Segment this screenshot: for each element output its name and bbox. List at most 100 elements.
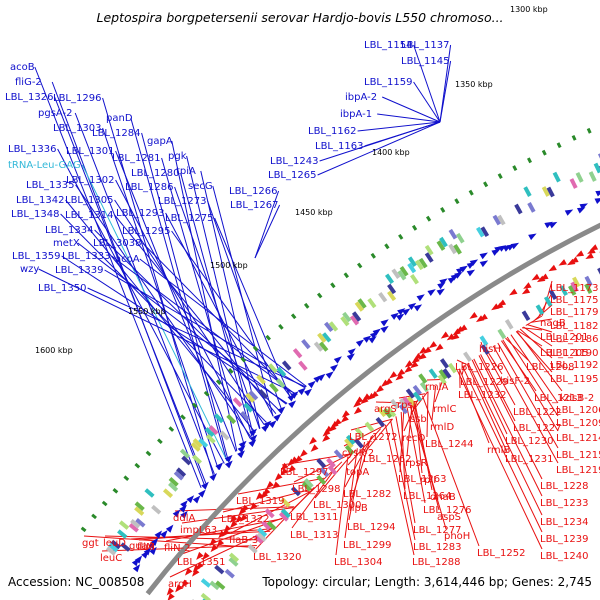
feature-block (327, 465, 338, 476)
leader-line (434, 380, 443, 403)
leader-line (406, 407, 426, 504)
gene-label: LBL_1214 (556, 433, 600, 444)
leader-line (502, 339, 559, 432)
forward-strand-gene (594, 197, 600, 205)
gc-marker (316, 292, 323, 299)
accession-label: Accession: NC_008508 (8, 575, 144, 589)
feature-block (303, 478, 314, 489)
gene-label: LBL_1162 (308, 126, 356, 137)
gene-label: acoA (115, 254, 140, 265)
feature-block (419, 381, 429, 393)
gc-marker (411, 224, 418, 231)
gc-marker (290, 313, 297, 320)
feature-block (439, 236, 448, 248)
leader-line (357, 121, 441, 132)
gene-label: secG (188, 181, 213, 192)
reverse-strand-gene (328, 424, 337, 432)
reverse-strand-gene (235, 515, 244, 524)
leader-line (459, 368, 490, 444)
gene-label: LBL_1192 (550, 360, 598, 371)
feature-block (151, 504, 162, 515)
gc-marker (541, 149, 547, 156)
gene-label: LBL_1239 (540, 534, 588, 545)
feature-block (479, 335, 489, 346)
feature-block (173, 470, 184, 481)
leader-line (466, 363, 508, 453)
leader-line (237, 477, 324, 495)
forward-strand-gene (192, 495, 201, 504)
reverse-strand-gene (192, 568, 200, 577)
reverse-strand-gene (384, 377, 393, 386)
gene-label: nagB (540, 318, 566, 329)
gene-label: LBL_1359 (12, 251, 60, 262)
feature-block (569, 178, 578, 189)
leader-line (54, 96, 207, 484)
gene-label: ibpA-1 (340, 109, 372, 120)
gene-label: kdsB-2 (560, 393, 594, 404)
leader-line (102, 97, 214, 476)
feature-block (344, 438, 354, 449)
leader-line (254, 190, 280, 259)
feature-block (448, 228, 458, 240)
feature-block (209, 580, 220, 591)
forward-strand-gene (209, 473, 218, 481)
leader-line (480, 354, 516, 422)
forward-strand-gene (595, 190, 600, 197)
gc-marker (191, 402, 198, 409)
gene-label: LBL_1301 (66, 146, 114, 157)
feature-block (387, 290, 397, 302)
gene-label: LBL_1303 (53, 123, 101, 134)
leader-line (171, 140, 238, 452)
forward-strand-gene (459, 265, 468, 273)
gene-label: LBL_1230 (505, 436, 553, 447)
reverse-strand-gene (272, 481, 280, 490)
leader-line (519, 328, 553, 359)
feature-block (168, 482, 179, 492)
leader-line (431, 385, 437, 421)
reverse-strand-gene (309, 436, 317, 445)
gene-label: LBL_1299 (343, 540, 391, 551)
feature-block (181, 455, 192, 466)
feature-block (205, 433, 216, 444)
feature-block (543, 296, 553, 307)
feature-block (105, 546, 117, 556)
forward-strand-gene (143, 547, 152, 556)
reverse-strand-gene (299, 449, 308, 458)
gc-marker (252, 345, 259, 352)
gene-label: LBL_1159 (364, 77, 412, 88)
reverse-strand-gene (455, 325, 464, 333)
feature-block (243, 402, 254, 413)
forward-strand-gene (479, 260, 489, 268)
leader-line (525, 315, 543, 326)
gc-marker (215, 379, 222, 386)
feature-block (226, 414, 237, 425)
feature-block (541, 186, 550, 197)
feature-block (200, 578, 212, 588)
reverse-strand-gene (411, 356, 420, 364)
reverse-strand-gene (340, 415, 349, 423)
gene-label: LBL_1232 (458, 390, 506, 401)
forward-strand-gene (224, 454, 233, 463)
gene-label: fliG-2 (15, 77, 42, 88)
gc-marker (527, 157, 532, 164)
gene-label: panD (106, 113, 133, 124)
feature-block (397, 269, 407, 281)
gc-marker (157, 438, 163, 445)
reverse-strand-gene (375, 385, 384, 393)
feature-block (198, 437, 209, 448)
reverse-strand-gene (395, 373, 404, 381)
feature-block (134, 506, 145, 516)
gene-label: LBL_1179 (550, 307, 598, 318)
genome-backbone-arc (145, 222, 600, 596)
feature-block (324, 321, 334, 333)
reverse-strand-gene (249, 502, 258, 511)
gene-label: leuC (100, 553, 122, 564)
feature-block (436, 240, 446, 251)
reverse-strand-gene (202, 552, 210, 561)
gene-label: rpsF (397, 400, 419, 411)
feature-block (319, 467, 330, 478)
forward-strand-gene (198, 489, 206, 498)
forward-strand-gene (436, 288, 445, 296)
forward-strand-gene (548, 221, 558, 229)
feature-block (453, 244, 462, 255)
